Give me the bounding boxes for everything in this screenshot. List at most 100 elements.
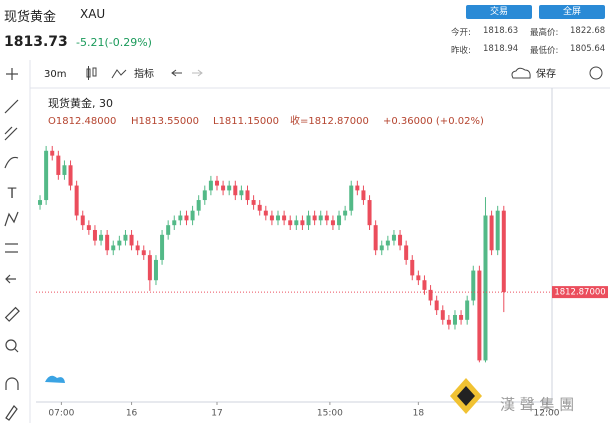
candle-body	[483, 215, 488, 361]
candle-body	[68, 165, 73, 186]
candle-body	[379, 245, 384, 251]
settings[interactable]	[589, 66, 603, 80]
candle-body	[147, 255, 152, 281]
price: 1813.73	[4, 34, 68, 50]
interval[interactable]: 30m	[44, 69, 66, 80]
candle-body	[257, 204, 262, 211]
candle-body	[202, 190, 207, 201]
last-price-label: 1812.87000	[554, 288, 605, 298]
candle-body	[306, 215, 311, 226]
stat-label: 昨收:	[451, 46, 471, 56]
candle-body	[92, 229, 97, 241]
candle-body	[141, 250, 146, 256]
pattern-tool[interactable]	[4, 211, 19, 227]
legend-title: 现货黄金, 30	[48, 96, 113, 110]
candle-body	[135, 245, 140, 251]
back-tool[interactable]	[5, 274, 16, 284]
stat-value: 1818.94	[483, 44, 519, 54]
candle-body	[404, 245, 409, 260]
candle-body	[349, 185, 354, 211]
candle-body	[44, 150, 49, 201]
legend-change: +0.36000 (+0.02%)	[383, 116, 484, 127]
candle-body	[38, 200, 43, 205]
save-icon[interactable]	[511, 67, 531, 79]
candle-body	[446, 319, 451, 325]
x-tick-label: 18	[413, 409, 425, 419]
candle-body	[172, 220, 177, 226]
candle-body	[269, 215, 274, 221]
brush-tool[interactable]	[4, 156, 19, 169]
fib-tool[interactable]	[4, 126, 18, 141]
top-toolbar	[86, 66, 603, 80]
candle-body	[501, 210, 506, 293]
candle-body	[117, 240, 122, 246]
text-tool[interactable]: T	[7, 186, 17, 202]
last-price-tag	[552, 286, 608, 299]
candle-body	[465, 300, 470, 320]
stat-value: 1805.64	[570, 44, 606, 54]
trade-button[interactable]: 交易	[466, 5, 532, 19]
candle-body	[434, 300, 439, 311]
candle-body	[99, 234, 104, 241]
candle-body	[391, 234, 396, 241]
candle-body	[196, 200, 201, 211]
candle-body	[166, 225, 171, 235]
candle-body	[129, 234, 134, 246]
candle-body	[489, 215, 494, 251]
candle-body	[337, 215, 342, 226]
candle-body	[422, 280, 427, 290]
candle-body	[343, 210, 348, 216]
candle-body	[300, 220, 305, 226]
candle-body	[111, 245, 116, 251]
magnet-tool[interactable]	[5, 377, 19, 390]
legend-low: L1811.15000	[213, 116, 279, 127]
ruler-tool[interactable]	[4, 306, 20, 322]
undo[interactable]	[171, 69, 182, 77]
indicator-icon[interactable]	[111, 69, 127, 79]
candle-body	[410, 259, 415, 276]
candle-type[interactable]	[86, 66, 97, 80]
x-tick-label: 16	[126, 409, 138, 419]
candle-body	[452, 314, 457, 325]
candle-body	[123, 234, 128, 241]
watermark: 漢 聲 集 團	[500, 396, 574, 414]
zoom-tool[interactable]	[5, 339, 19, 353]
candle-body	[190, 210, 195, 221]
stat-label: 今开:	[451, 28, 471, 38]
trend-line-tool[interactable]	[4, 99, 19, 114]
stat-label: 最低价:	[530, 46, 559, 56]
candle-body	[324, 215, 329, 221]
x-tick-label: 12:00	[534, 409, 560, 419]
candle-body	[282, 215, 287, 221]
candle-body	[367, 200, 372, 226]
fullscreen-button[interactable]: 全屏	[539, 5, 605, 19]
candle-body	[373, 225, 378, 251]
x-tick-label: 17	[211, 409, 222, 419]
candle-body	[221, 185, 226, 191]
stat-label: 最高价:	[530, 28, 559, 38]
x-tick-label: 15:00	[317, 409, 343, 419]
legend-close: 收=1812.87000	[290, 114, 369, 127]
candle-body	[294, 220, 299, 226]
redo[interactable]	[192, 69, 203, 77]
indicators[interactable]: 指标	[134, 67, 154, 80]
candle-body	[495, 210, 500, 251]
candle-body	[477, 270, 482, 361]
crosshair-tool[interactable]	[6, 68, 18, 80]
candle-body	[160, 234, 165, 260]
candle-body	[276, 215, 281, 221]
pencil-tool[interactable]	[5, 405, 18, 421]
candle-body	[361, 190, 366, 201]
candle-body	[105, 234, 110, 251]
save[interactable]: 保存	[536, 67, 556, 80]
measure-tool[interactable]	[5, 243, 18, 253]
candle-body	[208, 180, 213, 191]
candle-body	[178, 215, 183, 221]
legend-values: O1812.48000 H1813.55000 L1811.15000 收=18…	[48, 114, 484, 127]
candle-body	[233, 185, 238, 196]
cloud-icon[interactable]	[45, 375, 65, 383]
candle-body	[86, 225, 91, 230]
candle-body	[428, 289, 433, 301]
stat-value: 1818.63	[483, 26, 519, 36]
